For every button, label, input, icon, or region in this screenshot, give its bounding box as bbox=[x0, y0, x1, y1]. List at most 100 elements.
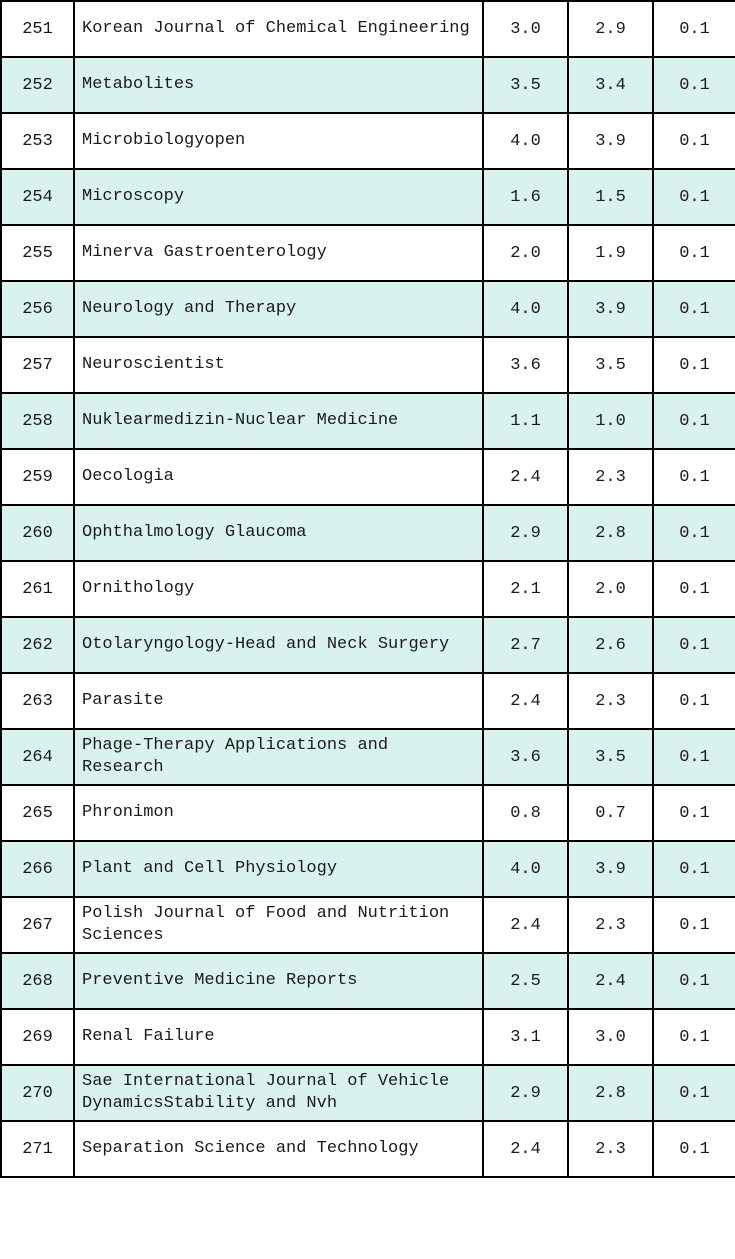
value2-cell: 2.3 bbox=[567, 448, 654, 506]
rank-cell: 257 bbox=[0, 336, 75, 394]
value1-cell: 0.8 bbox=[482, 784, 569, 842]
value3-cell: 0.1 bbox=[652, 728, 735, 786]
rank-cell: 262 bbox=[0, 616, 75, 674]
journal-name-cell: Sae International Journal of Vehicle Dyn… bbox=[73, 1064, 484, 1122]
journal-name-cell: Oecologia bbox=[73, 448, 484, 506]
value1-cell: 1.1 bbox=[482, 392, 569, 450]
value2-cell: 2.8 bbox=[567, 504, 654, 562]
journal-name-cell: Renal Failure bbox=[73, 1008, 484, 1066]
table-row: 268 Preventive Medicine Reports 2.5 2.4 0.1 bbox=[0, 952, 735, 1010]
value2-cell: 2.9 bbox=[567, 0, 654, 58]
rank-cell: 256 bbox=[0, 280, 75, 338]
value3-cell: 0.1 bbox=[652, 1008, 735, 1066]
value2-cell: 3.9 bbox=[567, 112, 654, 170]
journal-name-cell: Separation Science and Technology bbox=[73, 1120, 484, 1178]
value1-cell: 4.0 bbox=[482, 840, 569, 898]
value3-cell: 0.1 bbox=[652, 896, 735, 954]
value2-cell: 1.9 bbox=[567, 224, 654, 282]
value2-cell: 3.5 bbox=[567, 336, 654, 394]
value1-cell: 2.9 bbox=[482, 1064, 569, 1122]
journal-table: 251 Korean Journal of Chemical Engineerin… bbox=[0, 0, 735, 1178]
rank-cell: 253 bbox=[0, 112, 75, 170]
value2-cell: 2.3 bbox=[567, 672, 654, 730]
journal-name-cell: Neuroscientist bbox=[73, 336, 484, 394]
journal-name-cell: Preventive Medicine Reports bbox=[73, 952, 484, 1010]
table-row: 264 Phage-Therapy Applications and Resear… bbox=[0, 728, 735, 786]
rank-cell: 261 bbox=[0, 560, 75, 618]
value3-cell: 0.1 bbox=[652, 448, 735, 506]
table-row: 261 Ornithology 2.1 2.0 0.1 bbox=[0, 560, 735, 618]
table-row: 252 Metabolites 3.5 3.4 0.1 bbox=[0, 56, 735, 114]
value3-cell: 0.1 bbox=[652, 112, 735, 170]
value3-cell: 0.1 bbox=[652, 784, 735, 842]
value1-cell: 2.0 bbox=[482, 224, 569, 282]
value2-cell: 2.3 bbox=[567, 896, 654, 954]
table-row: 255 Minerva Gastroenterology 2.0 1.9 0.1 bbox=[0, 224, 735, 282]
value2-cell: 1.5 bbox=[567, 168, 654, 226]
rank-cell: 271 bbox=[0, 1120, 75, 1178]
rank-cell: 259 bbox=[0, 448, 75, 506]
journal-name-cell: Korean Journal of Chemical Engineering bbox=[73, 0, 484, 58]
journal-name-cell: Polish Journal of Food and Nutrition Sci… bbox=[73, 896, 484, 954]
rank-cell: 254 bbox=[0, 168, 75, 226]
value1-cell: 2.4 bbox=[482, 448, 569, 506]
journal-name-cell: Otolaryngology-Head and Neck Surgery bbox=[73, 616, 484, 674]
journal-name-cell: Nuklearmedizin-Nuclear Medicine bbox=[73, 392, 484, 450]
value3-cell: 0.1 bbox=[652, 0, 735, 58]
value1-cell: 4.0 bbox=[482, 112, 569, 170]
value1-cell: 2.9 bbox=[482, 504, 569, 562]
table-row: 257 Neuroscientist 3.6 3.5 0.1 bbox=[0, 336, 735, 394]
journal-name-cell: Parasite bbox=[73, 672, 484, 730]
rank-cell: 266 bbox=[0, 840, 75, 898]
rank-cell: 252 bbox=[0, 56, 75, 114]
journal-name-cell: Microbiologyopen bbox=[73, 112, 484, 170]
journal-name-cell: Ornithology bbox=[73, 560, 484, 618]
journal-table-body: 251 Korean Journal of Chemical Engineerin… bbox=[0, 0, 735, 1178]
rank-cell: 264 bbox=[0, 728, 75, 786]
rank-cell: 260 bbox=[0, 504, 75, 562]
value2-cell: 2.4 bbox=[567, 952, 654, 1010]
table-row: 262 Otolaryngology-Head and Neck Surgery 2… bbox=[0, 616, 735, 674]
table-row: 263 Parasite 2.4 2.3 0.1 bbox=[0, 672, 735, 730]
table-row: 270 Sae International Journal of Vehicle … bbox=[0, 1064, 735, 1122]
table-row: 269 Renal Failure 3.1 3.0 0.1 bbox=[0, 1008, 735, 1066]
value1-cell: 3.1 bbox=[482, 1008, 569, 1066]
journal-name-cell: Metabolites bbox=[73, 56, 484, 114]
value3-cell: 0.1 bbox=[652, 56, 735, 114]
value3-cell: 0.1 bbox=[652, 616, 735, 674]
value3-cell: 0.1 bbox=[652, 560, 735, 618]
value2-cell: 2.0 bbox=[567, 560, 654, 618]
value3-cell: 0.1 bbox=[652, 1064, 735, 1122]
rank-cell: 270 bbox=[0, 1064, 75, 1122]
value1-cell: 2.4 bbox=[482, 672, 569, 730]
value1-cell: 2.7 bbox=[482, 616, 569, 674]
table-row: 266 Plant and Cell Physiology 4.0 3.9 0.1 bbox=[0, 840, 735, 898]
journal-name-cell: Neurology and Therapy bbox=[73, 280, 484, 338]
value2-cell: 3.9 bbox=[567, 280, 654, 338]
table-row: 253 Microbiologyopen 4.0 3.9 0.1 bbox=[0, 112, 735, 170]
value3-cell: 0.1 bbox=[652, 1120, 735, 1178]
value2-cell: 2.8 bbox=[567, 1064, 654, 1122]
rank-cell: 268 bbox=[0, 952, 75, 1010]
value3-cell: 0.1 bbox=[652, 952, 735, 1010]
table-row: 256 Neurology and Therapy 4.0 3.9 0.1 bbox=[0, 280, 735, 338]
table-row: 260 Ophthalmology Glaucoma 2.9 2.8 0.1 bbox=[0, 504, 735, 562]
value1-cell: 4.0 bbox=[482, 280, 569, 338]
table-row: 265 Phronimon 0.8 0.7 0.1 bbox=[0, 784, 735, 842]
table-row: 254 Microscopy 1.6 1.5 0.1 bbox=[0, 168, 735, 226]
journal-name-cell: Plant and Cell Physiology bbox=[73, 840, 484, 898]
value3-cell: 0.1 bbox=[652, 840, 735, 898]
table-row: 271 Separation Science and Technology 2.4 2… bbox=[0, 1120, 735, 1178]
value1-cell: 1.6 bbox=[482, 168, 569, 226]
value1-cell: 3.5 bbox=[482, 56, 569, 114]
value2-cell: 3.4 bbox=[567, 56, 654, 114]
value2-cell: 2.6 bbox=[567, 616, 654, 674]
value3-cell: 0.1 bbox=[652, 224, 735, 282]
journal-name-cell: Minerva Gastroenterology bbox=[73, 224, 484, 282]
journal-name-cell: Phronimon bbox=[73, 784, 484, 842]
value1-cell: 2.5 bbox=[482, 952, 569, 1010]
value3-cell: 0.1 bbox=[652, 504, 735, 562]
value1-cell: 3.6 bbox=[482, 336, 569, 394]
rank-cell: 251 bbox=[0, 0, 75, 58]
journal-name-cell: Phage-Therapy Applications and Research bbox=[73, 728, 484, 786]
